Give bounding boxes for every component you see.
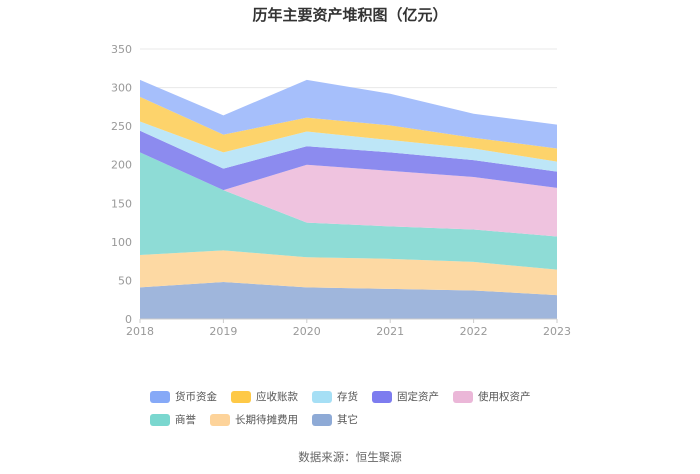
legend-item-5[interactable]: 商誉 xyxy=(150,412,196,427)
y-tick-label-3: 150 xyxy=(111,197,132,210)
legend-swatch-4 xyxy=(453,390,473,403)
legend-item-2[interactable]: 存货 xyxy=(312,389,358,404)
legend-item-1[interactable]: 应收账款 xyxy=(231,389,298,404)
legend-label-1: 应收账款 xyxy=(256,391,298,403)
x-tick-label-3: 2021 xyxy=(376,325,404,338)
legend-label-4: 使用权资产 xyxy=(478,391,531,403)
legend-item-4[interactable]: 使用权资产 xyxy=(453,389,531,404)
x-tick-label-4: 2022 xyxy=(460,325,488,338)
legend-item-6[interactable]: 长期待摊费用 xyxy=(210,412,298,427)
area-chart: 0 50 100 150 200 250 300 350 2018 2019 2020 2021 202… xyxy=(111,43,571,338)
legend-label-5: 商誉 xyxy=(175,414,196,426)
legend-swatch-5 xyxy=(150,413,170,426)
y-tick-label-1: 50 xyxy=(118,274,132,287)
area-series-7 xyxy=(140,79,557,149)
legend-swatch-3 xyxy=(372,390,392,403)
area-series-1 xyxy=(140,250,557,296)
legend-swatch-7 xyxy=(312,413,332,426)
legend-label-0: 货币资金 xyxy=(175,391,217,403)
area-series-2 xyxy=(140,152,557,270)
chart-title: 历年主要资产堆积图（亿元） xyxy=(252,6,448,24)
x-tick-label-2: 2020 xyxy=(293,325,321,338)
legend-item-0[interactable]: 货币资金 xyxy=(150,389,217,404)
y-tick-label-4: 200 xyxy=(111,159,132,172)
legend-label-6: 长期待摊费用 xyxy=(235,414,298,426)
y-tick-label-5: 250 xyxy=(111,120,132,133)
area-series-6 xyxy=(140,96,557,162)
legend-item-3[interactable]: 固定资产 xyxy=(372,389,439,404)
x-tick-label-1: 2019 xyxy=(209,325,237,338)
legend-label-2: 存货 xyxy=(337,391,358,403)
legend-label-3: 固定资产 xyxy=(397,391,439,403)
y-tick-label-7: 350 xyxy=(111,43,132,56)
y-tick-label-6: 300 xyxy=(111,82,132,95)
area-series-5 xyxy=(140,121,557,172)
legend-swatch-6 xyxy=(210,413,230,426)
y-tick-label-0: 0 xyxy=(125,313,132,326)
chart-legend: 货币资金 应收账款 存货 固定资产 使用权资产商誉 长期待摊费用 其它 xyxy=(150,389,570,427)
x-tick-label-0: 2018 xyxy=(126,325,154,338)
area-series-3 xyxy=(140,152,557,237)
area-series-0 xyxy=(140,281,557,319)
legend-swatch-0 xyxy=(150,390,170,403)
data-source: 数据来源：恒生聚源 xyxy=(298,450,402,464)
area-series-4 xyxy=(140,130,557,191)
x-tick-label-5: 2023 xyxy=(543,325,571,338)
legend-swatch-2 xyxy=(312,390,332,403)
legend-label-7: 其它 xyxy=(337,414,358,426)
legend-item-7[interactable]: 其它 xyxy=(312,412,358,427)
y-tick-label-2: 100 xyxy=(111,236,132,249)
legend-swatch-1 xyxy=(231,390,251,403)
